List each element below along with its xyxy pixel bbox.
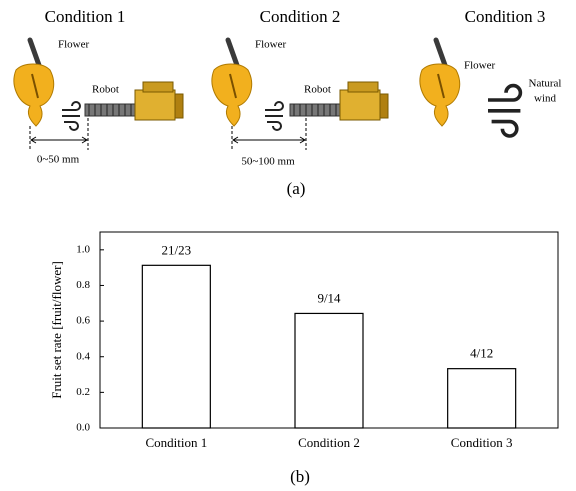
value-label: 9/14 xyxy=(317,290,341,305)
condition-title: Condition 1 xyxy=(45,7,126,26)
robot-label: Robot xyxy=(92,84,119,96)
bar xyxy=(448,369,516,428)
figure: Condition 1 Condition 2 Condition 3 Flow… xyxy=(0,0,576,491)
robot-label: Robot xyxy=(304,84,331,96)
x-tick-label: Condition 3 xyxy=(451,435,513,450)
x-tick-label: Condition 2 xyxy=(298,435,360,450)
y-tick-label: 1.0 xyxy=(76,243,90,255)
y-tick-label: 0.4 xyxy=(76,350,90,362)
wind-label: wind xyxy=(534,93,557,105)
panel-a: Condition 1 Condition 2 Condition 3 Flow… xyxy=(14,7,562,198)
x-tick-label: Condition 1 xyxy=(145,435,207,450)
wind-icon xyxy=(265,102,283,130)
y-tick-label: 0.0 xyxy=(76,422,90,434)
bar xyxy=(142,265,210,428)
y-tick-label: 0.8 xyxy=(76,279,90,291)
flower-label: Flower xyxy=(464,60,496,72)
panel-label: (b) xyxy=(290,467,310,486)
flower-icon xyxy=(212,40,252,126)
flower-icon xyxy=(420,40,460,126)
bar xyxy=(295,313,363,428)
wind-label: Natural xyxy=(529,78,562,90)
wind-icon xyxy=(62,102,80,130)
distance-label: 0~50 mm xyxy=(37,154,80,166)
y-tick-label: 0.6 xyxy=(76,315,90,327)
distance-label: 50~100 mm xyxy=(241,156,295,168)
panel-label: (a) xyxy=(287,179,306,198)
value-label: 21/23 xyxy=(162,242,192,257)
condition-title: Condition 2 xyxy=(260,7,341,26)
flower-icon xyxy=(14,40,54,126)
wind-icon xyxy=(488,86,520,136)
flower-label: Flower xyxy=(58,39,90,51)
y-tick-label: 0.2 xyxy=(76,386,90,398)
condition-title: Condition 3 xyxy=(465,7,546,26)
panel-b: (b) Fruit set rate [fruit/flower] 0.0 0.2… xyxy=(49,232,558,486)
y-axis-label: Fruit set rate [fruit/flower] xyxy=(49,261,64,399)
value-label: 4/12 xyxy=(470,346,493,361)
flower-label: Flower xyxy=(255,39,287,51)
